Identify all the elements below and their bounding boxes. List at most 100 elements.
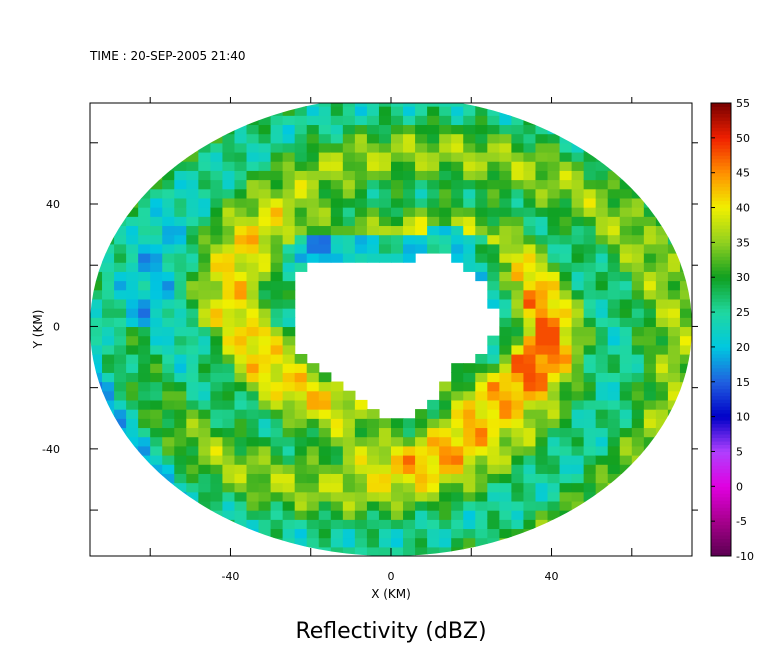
heatmap-cell: [186, 271, 199, 282]
heatmap-cell: [258, 353, 272, 364]
heatmap-cell: [487, 271, 500, 282]
heatmap-cell: [487, 344, 500, 355]
colorbar-segment: [711, 420, 731, 425]
heatmap-cell: [451, 106, 464, 116]
colorbar-segment: [711, 207, 731, 212]
heatmap-cell: [102, 271, 115, 282]
heatmap-cell: [282, 399, 296, 410]
heatmap-cell: [643, 271, 657, 282]
heatmap-cell: [258, 473, 272, 484]
heatmap-cell: [571, 353, 585, 364]
heatmap-cell: [511, 298, 525, 309]
heatmap-cell: [547, 308, 561, 318]
heatmap-cell: [270, 252, 284, 263]
heatmap-cell: [463, 188, 476, 199]
heatmap-cell: [330, 207, 344, 217]
heatmap-cell: [162, 243, 175, 254]
heatmap-cell: [523, 445, 537, 456]
heatmap-cell: [391, 106, 404, 116]
colorbar-segment: [711, 172, 731, 177]
heatmap-cell: [306, 537, 320, 548]
heatmap-cell: [174, 308, 187, 318]
colorbar-segment: [711, 197, 731, 202]
heatmap-cell: [391, 491, 404, 502]
heatmap-cell: [619, 427, 633, 438]
heatmap-cell: [427, 491, 440, 502]
heatmap-cell: [306, 519, 320, 530]
heatmap-cell: [439, 381, 452, 392]
heatmap-cell: [499, 427, 512, 438]
heatmap-cell: [619, 298, 633, 309]
heatmap-cell: [523, 418, 537, 429]
heatmap-cell: [138, 335, 151, 346]
heatmap-cell: [270, 464, 284, 474]
heatmap-cell: [282, 363, 296, 373]
heatmap-cell: [451, 519, 464, 530]
heatmap-cell: [270, 234, 284, 245]
heatmap-cell: [619, 225, 633, 236]
colorbar-segment: [711, 224, 731, 229]
heatmap-cell: [499, 519, 512, 530]
heatmap-cell: [210, 252, 224, 263]
heatmap-cell: [607, 207, 621, 217]
heatmap-cell: [499, 510, 512, 520]
heatmap-cell: [427, 170, 440, 181]
heatmap-cell: [318, 161, 332, 171]
heatmap-cell: [282, 298, 296, 309]
heatmap-cell: [475, 106, 488, 116]
heatmap-cell: [210, 234, 224, 245]
heatmap-cell: [354, 482, 368, 493]
heatmap-cell: [547, 225, 561, 236]
heatmap-cell: [186, 280, 199, 291]
colorbar-segment: [711, 287, 731, 292]
heatmap-cell: [451, 473, 464, 484]
heatmap-cell: [619, 197, 633, 208]
heatmap-cell: [535, 188, 549, 199]
heatmap-cell: [342, 106, 356, 116]
heatmap-cell: [571, 427, 585, 438]
heatmap-cell: [607, 289, 621, 300]
heatmap-cell: [138, 418, 151, 429]
heatmap-cell: [499, 142, 512, 153]
heatmap-cell: [162, 225, 175, 236]
heatmap-cell: [258, 289, 272, 300]
heatmap-cell: [174, 298, 187, 309]
heatmap-cell: [415, 151, 428, 162]
heatmap-cell: [174, 225, 187, 236]
heatmap-cell: [294, 161, 308, 171]
heatmap-cell: [619, 381, 633, 392]
heatmap-cell: [354, 500, 368, 511]
heatmap-cell: [138, 308, 151, 318]
heatmap-cell: [306, 179, 320, 190]
heatmap-cell: [318, 510, 332, 520]
heatmap-cell: [403, 519, 416, 530]
heatmap-cell: [475, 271, 488, 282]
heatmap-cell: [547, 207, 561, 217]
heatmap-cell: [439, 243, 452, 254]
heatmap-cell: [210, 225, 224, 236]
heatmap-cell: [571, 243, 585, 254]
heatmap-cell: [439, 546, 452, 556]
heatmap-cell: [679, 298, 692, 309]
heatmap-cell: [222, 473, 236, 484]
colorbar-segment: [711, 221, 731, 226]
heatmap-cell: [150, 225, 163, 236]
heatmap-cell: [583, 262, 597, 272]
heatmap-cell: [198, 262, 211, 272]
heatmap-cell: [643, 363, 657, 373]
heatmap-cell: [631, 280, 645, 291]
heatmap-cell: [174, 179, 187, 190]
heatmap-cell: [559, 409, 573, 419]
heatmap-cell: [487, 225, 500, 236]
heatmap-cell: [102, 363, 115, 373]
heatmap-cell: [258, 399, 272, 410]
heatmap-cell: [403, 510, 416, 520]
heatmap-cell: [475, 418, 488, 429]
heatmap-cell: [487, 262, 500, 272]
heatmap-cell: [246, 326, 260, 337]
heatmap-cell: [282, 234, 296, 245]
heatmap-cell: [643, 418, 657, 429]
heatmap-cell: [366, 133, 380, 144]
heatmap-cell: [270, 326, 284, 337]
